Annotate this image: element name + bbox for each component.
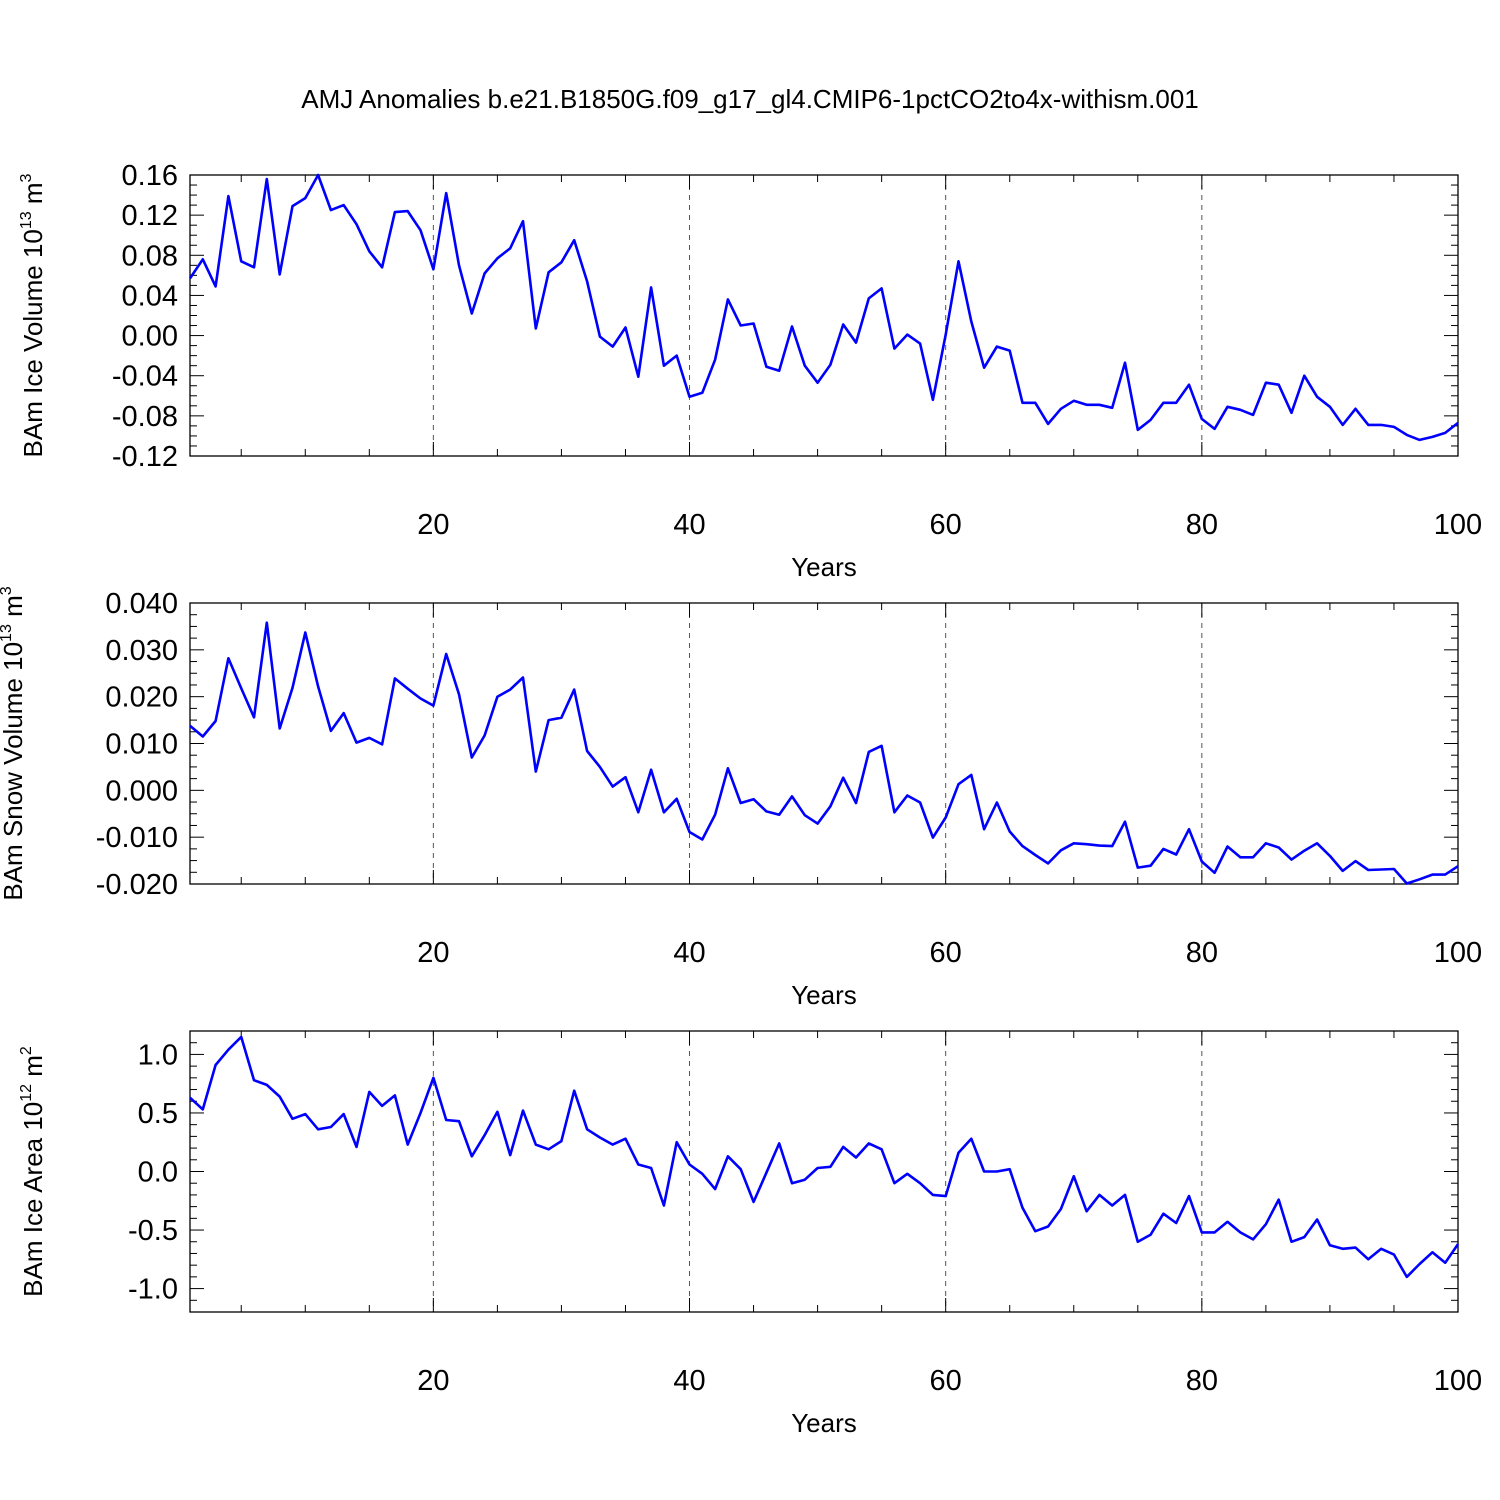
y-tick-label: 0.030 <box>105 635 178 667</box>
x-tick-label: 40 <box>673 937 705 969</box>
y-tick-label: -0.12 <box>112 441 178 473</box>
plot-frame <box>189 174 1459 457</box>
x-tick-label: 80 <box>1186 509 1218 541</box>
plot-frame <box>189 602 1459 885</box>
y-tick-label: -0.020 <box>96 869 178 901</box>
x-tick-label: 100 <box>1434 937 1482 969</box>
y-tick-label: 0.020 <box>105 682 178 714</box>
y-axis-label: BAm Snow Volume 1013 m3 <box>0 586 28 900</box>
y-tick-label: 0.08 <box>122 240 178 272</box>
x-tick-label: 20 <box>417 1365 449 1397</box>
series-line <box>189 1035 1460 1279</box>
y-axis-label: BAm Ice Area 1012 m2 <box>18 1046 48 1297</box>
y-tick-label: 0.040 <box>105 588 178 620</box>
x-axis-label: Years <box>791 1408 857 1438</box>
y-tick-label: 0.04 <box>122 280 178 312</box>
y-tick-label: -0.04 <box>112 361 178 393</box>
series-line <box>189 621 1459 885</box>
ice-area-panel: 1.0 0.5 0.0 -0.5 -1.0 20 40 60 80 100 Years BAm Ice… <box>18 1030 1482 1438</box>
x-tick-label: 100 <box>1434 1365 1482 1397</box>
y-tick-label: -0.010 <box>96 822 178 854</box>
x-tick-label: 60 <box>930 509 962 541</box>
x-tick-label: 100 <box>1434 509 1482 541</box>
y-tick-label: 0.12 <box>122 200 178 232</box>
y-tick-label: 0.010 <box>105 729 178 761</box>
y-tick-label: -0.08 <box>112 401 178 433</box>
y-tick-label: 1.0 <box>138 1039 178 1071</box>
y-tick-label: 0.16 <box>122 160 178 192</box>
snow-volume-panel: 0.040 0.030 0.020 0.010 0.000 -0.010 -0.020 20 4… <box>0 586 1482 1010</box>
y-tick-label: 0.00 <box>122 321 178 353</box>
ice-volume-panel: 0.16 0.12 0.08 0.04 0.00 -0.04 -0.08 -0.12 20 40 6… <box>18 160 1482 582</box>
x-axis-label: Years <box>791 552 857 582</box>
y-tick-label: -1.0 <box>128 1274 178 1306</box>
y-tick-label: -0.5 <box>128 1215 178 1247</box>
y-axis-label: BAm Ice Volume 1013 m3 <box>18 173 48 457</box>
x-tick-label: 20 <box>417 937 449 969</box>
x-tick-label: 40 <box>673 1365 705 1397</box>
y-tick-label: 0.000 <box>105 775 178 807</box>
x-tick-label: 40 <box>673 509 705 541</box>
x-tick-label: 60 <box>930 1365 962 1397</box>
y-tick-label: 0.0 <box>138 1157 178 1189</box>
x-tick-label: 80 <box>1186 1365 1218 1397</box>
series-line <box>188 173 1459 442</box>
y-tick-label: 0.5 <box>138 1098 178 1130</box>
chart-title: AMJ Anomalies b.e21.B1850G.f09_g17_gl4.C… <box>301 84 1199 114</box>
x-tick-label: 60 <box>930 937 962 969</box>
x-tick-label: 80 <box>1186 937 1218 969</box>
x-tick-label: 20 <box>417 509 449 541</box>
plot-frame <box>189 1030 1459 1313</box>
x-axis-label: Years <box>791 980 857 1010</box>
